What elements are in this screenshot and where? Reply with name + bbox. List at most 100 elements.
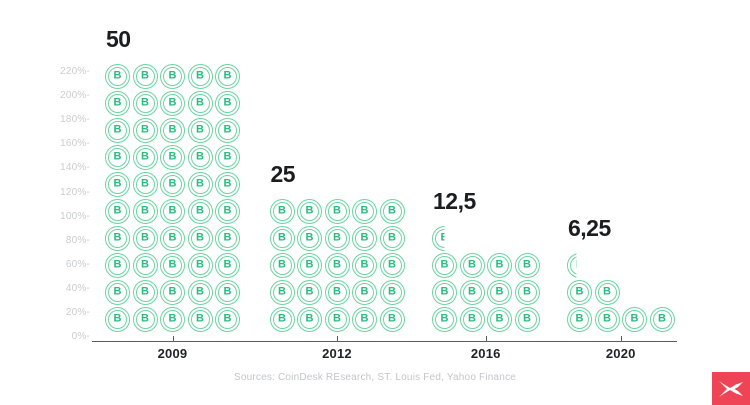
bitcoin-coin-icon: B — [594, 306, 620, 332]
bitcoin-symbol: B — [305, 285, 314, 297]
bitcoin-symbol: B — [141, 312, 149, 324]
bitcoin-symbol: B — [388, 312, 396, 324]
bitcoin-symbol: B — [360, 285, 369, 297]
bitcoin-symbol: B — [141, 285, 149, 297]
bitcoin-coin-icon: B — [514, 252, 540, 278]
bitcoin-symbol: B — [113, 258, 122, 270]
bitcoin-symbol: B — [168, 150, 177, 162]
y-axis-tick-label: 140%- — [60, 162, 90, 174]
bitcoin-coin-icon: B — [215, 198, 240, 224]
bitcoin-symbol: B — [333, 204, 341, 216]
bitcoin-coin-icon: B — [132, 225, 158, 251]
bitcoin-coin-icon: B — [187, 279, 213, 305]
bitcoin-symbol: B — [141, 204, 149, 216]
bitcoin-symbol: B — [278, 231, 286, 243]
bitcoin-coin-icon: B — [187, 171, 213, 197]
bitcoin-symbol: B — [196, 150, 204, 162]
bitcoin-symbol: B — [658, 312, 666, 324]
bitcoin-coin-icon: B — [160, 198, 185, 224]
bitcoin-symbol: B — [278, 204, 286, 216]
bitcoin-coin-icon: B — [215, 306, 240, 332]
block-reward-value-label: 12,5 — [433, 187, 476, 214]
bitcoin-symbol: B — [388, 258, 396, 270]
bitcoin-symbol: B — [113, 69, 122, 81]
bitcoin-symbol: B — [333, 231, 341, 243]
bitcoin-symbol: B — [113, 96, 122, 108]
x-axis-tick — [620, 336, 622, 341]
bitcoin-coin-icon: B — [160, 63, 185, 89]
bitcoin-symbol: B — [305, 231, 314, 243]
x-axis-tick — [172, 336, 174, 341]
y-axis-tick-label: 40%- — [65, 282, 90, 294]
bitcoin-coin-icon: B — [132, 198, 158, 224]
bitcoin-symbol: B — [113, 123, 122, 135]
bitcoin-coin-icon: B — [187, 306, 213, 332]
bitcoin-coin-icon: B — [514, 306, 540, 332]
bitcoin-coin-icon: B — [297, 252, 322, 278]
bitcoin-symbol: B — [168, 96, 177, 108]
bitcoin-coin-icon: B — [379, 198, 405, 224]
y-axis-tick-label: 20%- — [65, 307, 90, 318]
bitcoin-coin-icon: B — [352, 306, 377, 332]
bitcoin-symbol: B — [196, 312, 204, 324]
x-arrow-icon — [719, 380, 743, 397]
bitcoin-coin-icon: B — [215, 144, 240, 170]
y-axis-tick-label: 180%- — [60, 114, 90, 126]
bitcoin-coin-icon: B — [215, 279, 240, 305]
x-axis-tick — [337, 336, 338, 341]
bitcoin-coin-icon: B — [514, 279, 540, 305]
bitcoin-coin-icon: B — [215, 252, 240, 278]
bitcoin-coin-icon: B — [160, 144, 185, 170]
bitcoin-symbol: B — [333, 258, 341, 270]
bitcoin-coin-icon: B — [459, 279, 485, 305]
bitcoin-coin-icon: B — [567, 306, 592, 332]
bitcoin-symbol: B — [223, 69, 232, 81]
bitcoin-coin-icon: B — [215, 90, 240, 116]
bitcoin-symbol: B — [196, 123, 204, 135]
bitcoin-coin-icon: B — [324, 252, 350, 278]
bitcoin-coin-icon: B — [160, 306, 185, 332]
source-note: Sources: CoinDesk REsearch, ST. Louis Fe… — [233, 372, 517, 383]
bitcoin-coin-icon: B — [432, 279, 457, 305]
bitcoin-coin-icon: B — [187, 225, 213, 251]
bitcoin-coin-icon: B — [269, 252, 295, 278]
bitcoin-symbol: B — [168, 285, 177, 297]
bitcoin-coin-icon: B — [297, 306, 322, 332]
x-axis-year-label: 2020 — [605, 346, 636, 361]
bitcoin-symbol: B — [278, 285, 286, 297]
bitcoin-symbol: B — [440, 312, 449, 324]
bitcoin-coin-icon: B — [379, 252, 405, 278]
block-reward-value-label: 25 — [270, 160, 296, 187]
bitcoin-coin-icon: B — [459, 252, 485, 278]
bitcoin-symbol: B — [168, 69, 177, 81]
bitcoin-symbol: B — [360, 231, 369, 243]
bitcoin-coin-icon: B — [105, 171, 130, 197]
bitcoin-symbol: B — [113, 150, 122, 162]
bitcoin-symbol: B — [630, 312, 639, 324]
bitcoin-symbol: B — [223, 312, 232, 324]
bitcoin-symbol: B — [196, 177, 204, 189]
bitcoin-coin-icon: B — [487, 252, 512, 278]
bitcoin-symbol: B — [333, 312, 341, 324]
bitcoin-symbol: B — [196, 69, 204, 81]
bitcoin-coin-icon: B — [594, 279, 620, 305]
bitcoin-coin-icon: B — [132, 117, 158, 143]
bitcoin-symbol: B — [223, 204, 232, 216]
bitcoin-coin-icon: B — [487, 279, 512, 305]
bitcoin-coin-icon: B — [160, 225, 185, 251]
bitcoin-coin-icon: B — [132, 252, 158, 278]
bitcoin-symbol: B — [575, 285, 584, 297]
bitcoin-coin-icon: B — [269, 279, 295, 305]
bitcoin-symbol: B — [113, 285, 122, 297]
bitcoin-symbol: B — [196, 285, 204, 297]
bitcoin-symbol: B — [440, 258, 449, 270]
bitcoin-coin-icon: B — [160, 279, 185, 305]
bitcoin-symbol: B — [305, 204, 314, 216]
bitcoin-coin-icon: B — [160, 171, 185, 197]
xtb-logo — [712, 372, 750, 405]
bitcoin-coin-icon: B — [324, 306, 350, 332]
bitcoin-symbol: B — [575, 312, 584, 324]
y-axis-tick-label: 80%- — [65, 234, 90, 246]
bitcoin-coin-icon: B — [187, 252, 213, 278]
bitcoin-coin-icon: B — [269, 198, 295, 224]
